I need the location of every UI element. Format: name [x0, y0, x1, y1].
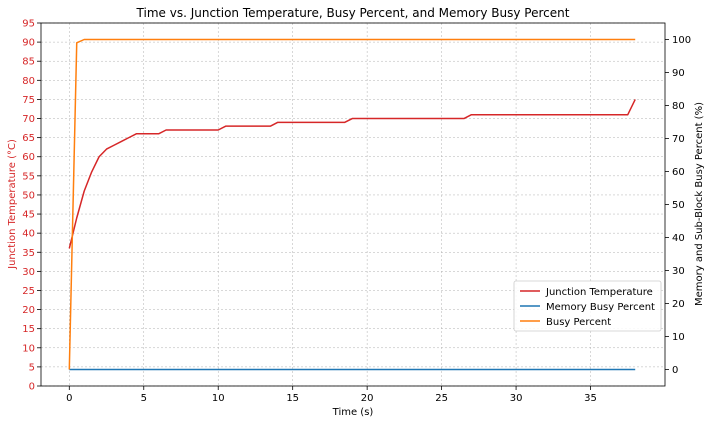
y-left-tick-label: 10	[22, 343, 35, 354]
y-right-tick-label: 90	[672, 68, 685, 79]
y-left-tick-label: 90	[22, 38, 35, 49]
y-right-tick-label: 40	[672, 233, 685, 244]
series-line-junction-temperature	[68, 99, 636, 249]
y-axis-left: 0 5 10 15 20 25 30 35 40 45 50 55 60 65 70 75 80 85 90 95	[22, 19, 41, 393]
x-tick-label: 15	[286, 393, 299, 404]
y-left-tick-label: 85	[22, 57, 35, 68]
y-left-tick-label: 30	[22, 267, 35, 278]
x-axis-label: Time (s)	[332, 407, 374, 418]
y-left-tick-label: 80	[22, 76, 35, 87]
y-right-tick-label: 10	[672, 332, 685, 343]
y-left-tick-label: 55	[22, 171, 35, 182]
y-left-tick-label: 65	[22, 133, 35, 144]
legend-label-memory-busy-percent: Memory Busy Percent	[546, 302, 655, 313]
y-axis-left-label: Junction Temperature (°C)	[7, 139, 18, 270]
x-axis: 0 5 10 15 20 25 30 35	[66, 386, 597, 404]
legend: Junction Temperature Memory Busy Percent…	[513, 280, 662, 332]
y-left-tick-label: 0	[29, 382, 35, 393]
y-right-tick-label: 30	[672, 266, 685, 277]
series-line-busy-percent	[68, 38, 636, 370]
y-left-tick-label: 50	[22, 190, 35, 201]
x-tick-label: 35	[584, 393, 597, 404]
x-tick-label: 10	[212, 393, 225, 404]
y-axis-right: 0 10 20 30 40 50 60 70 80 90 100	[665, 35, 691, 376]
y-left-tick-label: 45	[22, 210, 35, 221]
y-left-tick-label: 20	[22, 305, 35, 316]
series-layer	[68, 38, 636, 371]
y-axis-right-label: Memory and Sub-Block Busy Percent (%)	[694, 102, 705, 306]
y-right-tick-label: 20	[672, 299, 685, 310]
y-right-tick-label: 50	[672, 200, 685, 211]
legend-label-junction-temperature: Junction Temperature	[545, 287, 653, 298]
legend-box	[513, 280, 662, 332]
x-tick-label: 25	[435, 393, 448, 404]
y-left-tick-label: 95	[22, 19, 35, 30]
y-left-tick-label: 75	[22, 95, 35, 106]
y-left-tick-label: 40	[22, 229, 35, 240]
chart-title: Time vs. Junction Temperature, Busy Perc…	[136, 6, 570, 20]
y-left-tick-label: 70	[22, 114, 35, 125]
y-right-tick-label: 60	[672, 167, 685, 178]
y-left-tick-label: 15	[22, 324, 35, 335]
y-left-tick-label: 5	[29, 362, 35, 373]
x-tick-label: 20	[361, 393, 374, 404]
y-right-tick-label: 70	[672, 134, 685, 145]
y-right-tick-label: 0	[672, 365, 678, 376]
legend-label-busy-percent: Busy Percent	[546, 317, 611, 328]
y-left-tick-label: 60	[22, 152, 35, 163]
y-right-tick-label: 100	[672, 35, 691, 46]
y-right-tick-label: 80	[672, 101, 685, 112]
x-tick-label: 0	[66, 393, 72, 404]
y-left-tick-label: 25	[22, 286, 35, 297]
y-left-tick-label: 35	[22, 248, 35, 259]
x-tick-label: 5	[141, 393, 147, 404]
x-tick-label: 30	[510, 393, 523, 404]
